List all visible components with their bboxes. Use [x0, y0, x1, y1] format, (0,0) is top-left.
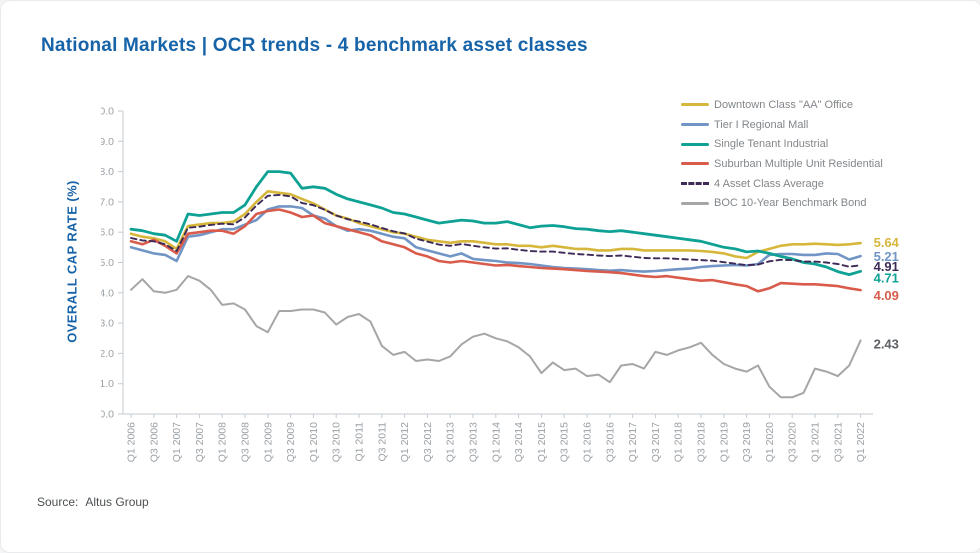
x-tick-label: Q3 2020 — [787, 422, 799, 462]
end-value-label-mall: 5.21 — [874, 249, 899, 264]
source-label: Source: — [37, 495, 79, 509]
x-tick-label: Q1 2017 — [627, 422, 639, 462]
legend-swatch-bond — [681, 201, 709, 205]
x-tick-label: Q1 2011 — [354, 422, 366, 462]
x-tick-label: Q1 2009 — [262, 422, 274, 462]
y-tick-label: 4.0 — [101, 287, 114, 299]
x-tick-label: Q3 2014 — [513, 422, 525, 462]
end-value-label-average: 4.91 — [874, 259, 899, 274]
x-tick-label: Q1 2020 — [764, 422, 776, 462]
legend-item-office: Downtown Class "AA" Office — [681, 95, 883, 115]
y-tick-label: 10.0 — [101, 106, 114, 118]
x-tick-label: Q1 2018 — [673, 422, 685, 462]
legend-item-industrial: Single Tenant Industrial — [681, 134, 883, 154]
legend-label: Suburban Multiple Unit Residential — [714, 157, 883, 170]
y-tick-label: 3.0 — [101, 318, 114, 330]
legend-label: 4 Asset Class Average — [714, 177, 824, 190]
x-tick-label: Q3 2006 — [148, 422, 160, 462]
x-tick-label: Q1 2014 — [490, 422, 502, 462]
source-note: Source: Altus Group — [37, 495, 149, 509]
x-tick-label: Q1 2006 — [126, 422, 138, 462]
x-tick-label: Q1 2007 — [171, 422, 183, 462]
end-value-label-office: 5.64 — [874, 235, 900, 250]
y-tick-label: 8.0 — [101, 166, 114, 178]
x-tick-label: Q3 2013 — [468, 422, 480, 462]
series-line-average — [130, 193, 862, 268]
y-axis-title: OVERALL CAP RATE (%) — [64, 180, 80, 343]
x-tick-label: Q1 2012 — [399, 422, 411, 462]
end-value-label-residential: 4.09 — [874, 288, 899, 303]
y-tick-label: 7.0 — [101, 196, 114, 208]
legend-swatch-average — [681, 182, 709, 186]
chart-plot-area: 0.0 1.0 2.0 3.0 4.0 5.0 6.0 7.0 8.0 9.0 10.0 Q1 200… — [94, 106, 900, 463]
end-value-label-bond: 2.43 — [874, 336, 899, 351]
x-tick-label: Q3 2021 — [832, 422, 844, 462]
legend-item-residential: Suburban Multiple Unit Residential — [681, 154, 883, 174]
x-tick-label: Q1 2008 — [217, 422, 229, 462]
series-line-bond — [130, 275, 862, 399]
x-tick-label: Q3 2010 — [331, 422, 343, 462]
legend-item-mall: Tier I Regional Mall — [681, 115, 883, 135]
legend-item-average: 4 Asset Class Average — [681, 174, 883, 194]
x-tick-label: Q3 2012 — [422, 422, 434, 462]
legend-label: Tier I Regional Mall — [714, 118, 809, 131]
x-tick-label: Q1 2010 — [308, 422, 320, 462]
x-tick-label: Q3 2019 — [741, 422, 753, 462]
legend-label: BOC 10-Year Benchmark Bond — [714, 197, 867, 210]
source-value: Altus Group — [85, 495, 149, 509]
x-tick-label: Q1 2021 — [810, 422, 822, 462]
x-tick-label: Q1 2022 — [855, 422, 867, 462]
end-value-label-industrial: 4.71 — [874, 270, 899, 285]
x-tick-label: Q1 2016 — [582, 422, 594, 462]
x-tick-label: Q3 2016 — [604, 422, 616, 462]
series-line-industrial — [129, 170, 862, 277]
x-tick-label: Q3 2011 — [376, 422, 388, 462]
y-tick-label: 2.0 — [101, 348, 114, 360]
x-tick-label: Q1 2015 — [536, 422, 548, 462]
x-tick-label: Q3 2015 — [559, 422, 571, 462]
x-tick-label: Q3 2009 — [285, 422, 297, 462]
series-line-office — [129, 190, 862, 260]
legend-swatch-office — [681, 103, 709, 107]
legend-label: Downtown Class "AA" Office — [714, 98, 854, 111]
cap-rate-chart: 0.0 1.0 2.0 3.0 4.0 5.0 6.0 7.0 8.0 9.0 10.0 Q1 200… — [94, 101, 980, 501]
chart-legend: Downtown Class "AA" Office Tier I Region… — [681, 95, 883, 213]
y-tick-label: 6.0 — [101, 227, 114, 239]
y-tick-label: 0.0 — [101, 409, 114, 421]
y-tick-label: 5.0 — [101, 257, 114, 269]
legend-label: Single Tenant Industrial — [714, 138, 829, 151]
x-tick-label: Q3 2017 — [650, 422, 662, 462]
legend-swatch-mall — [681, 123, 709, 127]
legend-swatch-industrial — [681, 142, 709, 146]
x-tick-label: Q3 2007 — [194, 422, 206, 462]
page-title: National Markets | OCR trends - 4 benchm… — [41, 35, 588, 56]
x-tick-label: Q3 2018 — [696, 422, 708, 462]
legend-swatch-residential — [681, 162, 709, 166]
x-tick-label: Q3 2008 — [240, 422, 252, 462]
x-tick-label: Q1 2013 — [445, 422, 457, 462]
x-tick-label: Q1 2019 — [718, 422, 730, 462]
series-line-residential — [129, 208, 862, 293]
legend-item-bond: BOC 10-Year Benchmark Bond — [681, 193, 883, 213]
y-tick-label: 9.0 — [101, 136, 114, 148]
y-tick-label: 1.0 — [101, 378, 114, 390]
